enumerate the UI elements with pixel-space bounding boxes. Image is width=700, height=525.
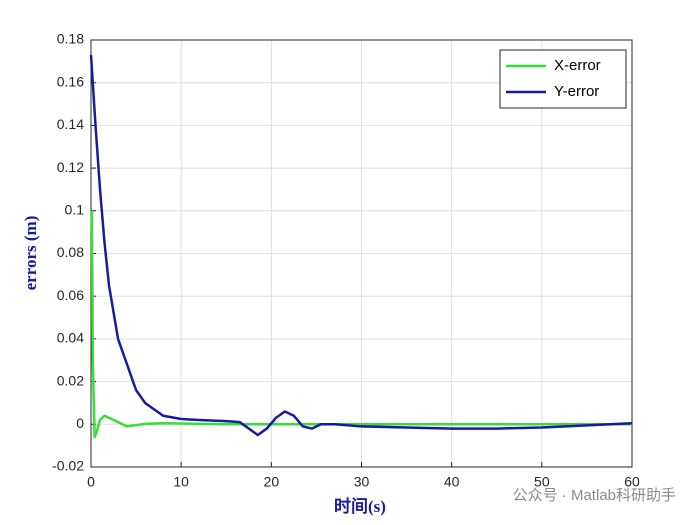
y-tick-label: 0.18 (57, 31, 84, 47)
x-axis-label: 时间(s) (334, 496, 386, 516)
y-tick-label: 0.06 (57, 287, 84, 303)
y-tick-label: 0.02 (57, 372, 84, 388)
legend-label: X-error (554, 57, 601, 74)
y-tick-label: 0.08 (57, 244, 84, 260)
y-tick-label: 0.04 (57, 330, 84, 346)
x-tick-label: 50 (534, 474, 550, 490)
series-line (89, 54, 633, 437)
y-tick-label: 0.1 (65, 202, 85, 218)
y-tick-label: 0.14 (57, 116, 84, 132)
y-tick-label: -0.02 (52, 458, 84, 474)
x-tick-label: 20 (264, 474, 280, 490)
series-line (90, 210, 632, 439)
y-tick-label: 0 (76, 415, 84, 431)
x-tick-label: 0 (87, 474, 95, 490)
x-tick-label: 10 (173, 474, 189, 490)
y-tick-label: 0.12 (57, 159, 84, 175)
y-tick-label: 0.16 (57, 73, 84, 89)
legend-box (499, 49, 627, 109)
x-tick-label: 40 (444, 474, 460, 490)
x-tick-label: 30 (354, 474, 370, 490)
y-axis-label: errors (m) (21, 216, 40, 291)
x-tick-label: 60 (624, 474, 640, 490)
legend-label: Y-error (554, 83, 599, 100)
watermark: 公众号 · Matlab科研助手 (513, 487, 676, 504)
